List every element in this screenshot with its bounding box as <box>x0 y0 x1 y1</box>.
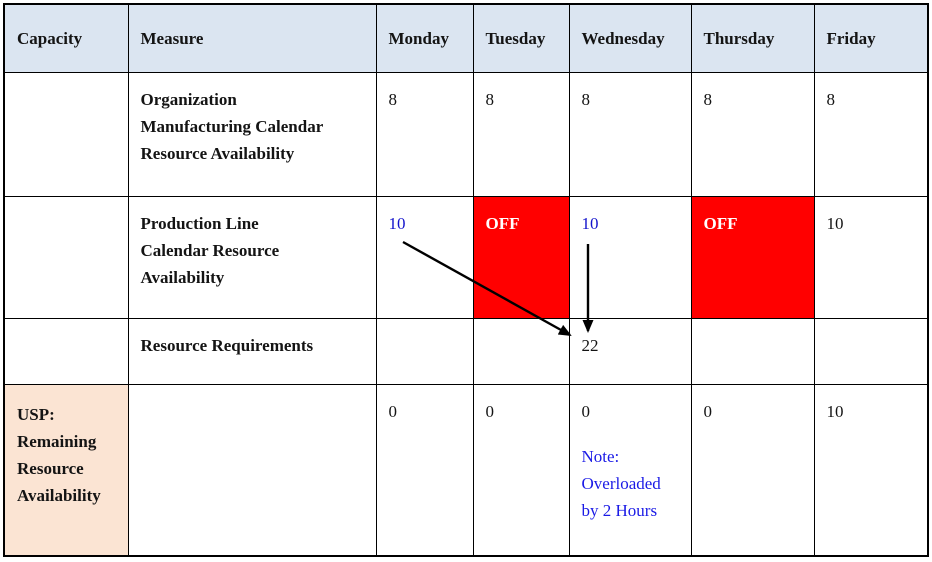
org-wednesday-value: 8 <box>568 71 692 197</box>
overload-note: Note: Overloaded by 2 Hours <box>581 446 661 520</box>
header-tuesday: Tuesday <box>472 3 570 73</box>
usp-monday-value: 0 <box>375 383 474 557</box>
org-measure-label: Organization Manufacturing Calendar Reso… <box>127 71 377 197</box>
usp-wednesday-cell: 0 Note: Overloaded by 2 Hours <box>568 383 692 557</box>
org-thursday-value: 8 <box>690 71 815 197</box>
line-availability-row: Production Line Calendar Resource Availa… <box>3 195 929 319</box>
header-monday: Monday <box>375 3 474 73</box>
usp-thursday-value: 0 <box>690 383 815 557</box>
capacity-planning-table: Capacity Measure Monday Tuesday Wednesda… <box>3 3 929 557</box>
org-tuesday-value: 8 <box>472 71 570 197</box>
line-friday-value: 10 <box>813 195 929 319</box>
header-wednesday: Wednesday <box>568 3 692 73</box>
usp-wednesday-value: 0 <box>581 401 591 421</box>
line-wednesday-value: 10 <box>568 195 692 319</box>
org-monday-value: 8 <box>375 71 474 197</box>
req-tuesday-value <box>472 317 570 385</box>
usp-capacity-label: USP: Remaining Resource Availability <box>3 383 129 557</box>
line-monday-value: 10 <box>375 195 474 319</box>
usp-remaining-row: USP: Remaining Resource Availability 0 0… <box>3 383 929 557</box>
header-friday: Friday <box>813 3 929 73</box>
header-thursday: Thursday <box>690 3 815 73</box>
req-thursday-value <box>690 317 815 385</box>
line-capacity-cell <box>3 195 129 319</box>
req-wednesday-value: 22 <box>568 317 692 385</box>
usp-tuesday-value: 0 <box>472 383 570 557</box>
line-tuesday-off-cell: OFF <box>472 195 570 319</box>
usp-friday-value: 10 <box>813 383 929 557</box>
requirements-row: Resource Requirements 22 <box>3 317 929 385</box>
org-capacity-cell <box>3 71 129 197</box>
line-measure-label: Production Line Calendar Resource Availa… <box>127 195 377 319</box>
req-capacity-cell <box>3 317 129 385</box>
line-thursday-off-cell: OFF <box>690 195 815 319</box>
org-friday-value: 8 <box>813 71 929 197</box>
usp-measure-cell <box>127 383 377 557</box>
header-capacity: Capacity <box>3 3 129 73</box>
org-availability-row: Organization Manufacturing Calendar Reso… <box>3 71 929 197</box>
header-measure: Measure <box>127 3 377 73</box>
req-monday-value <box>375 317 474 385</box>
header-row: Capacity Measure Monday Tuesday Wednesda… <box>3 3 929 73</box>
req-measure-label: Resource Requirements <box>127 317 377 385</box>
req-friday-value <box>813 317 929 385</box>
